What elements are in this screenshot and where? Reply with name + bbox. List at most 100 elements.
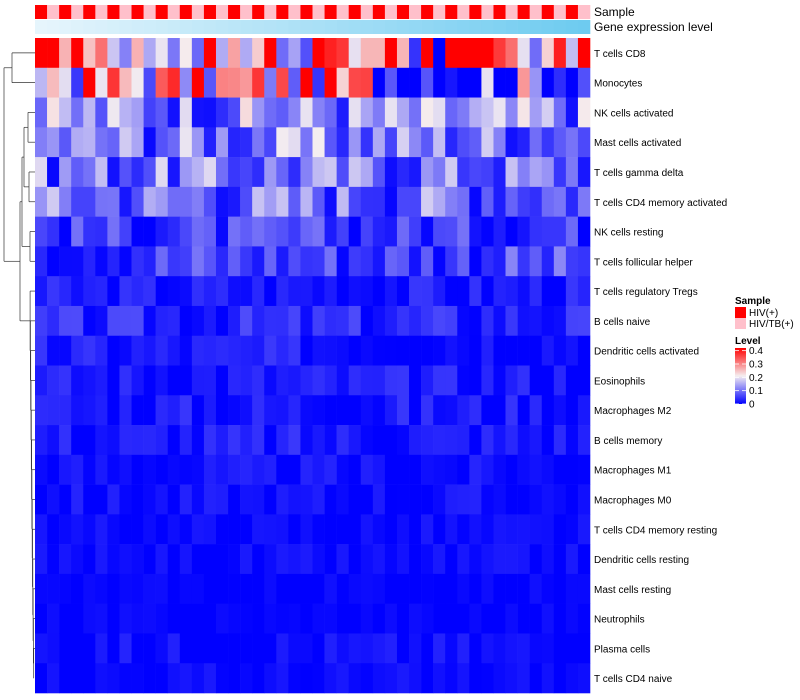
heatmap-cell [517, 157, 530, 188]
heatmap-cell [529, 573, 543, 604]
heatmap-cell [131, 484, 144, 515]
heatmap-cell [409, 395, 422, 426]
heatmap-cell [143, 335, 156, 366]
heatmap-cell [312, 157, 325, 188]
heatmap-cell [107, 127, 120, 158]
heatmap-cell [203, 38, 217, 69]
heatmap-cell [300, 573, 313, 604]
heatmap-cell [396, 97, 410, 128]
heatmap-cell [203, 454, 217, 485]
heatmap-cell [577, 663, 591, 694]
heatmap-cell [131, 365, 144, 396]
heatmap-cell [565, 335, 579, 366]
heatmap-cell [517, 484, 530, 515]
gene-cell [167, 20, 181, 34]
heatmap-cell [372, 186, 386, 217]
heatmap-cell [360, 603, 374, 634]
gene-cell [493, 20, 506, 34]
heatmap-cell [577, 365, 591, 396]
heatmap-cell [276, 127, 289, 158]
sample-cell [131, 5, 144, 19]
heatmap-cell [348, 305, 362, 337]
heatmap-cell [372, 365, 386, 396]
heatmap-cell [276, 454, 289, 485]
heatmap-cell [288, 454, 301, 485]
heatmap-cell [384, 454, 398, 485]
heatmap-cell [228, 305, 241, 337]
heatmap-cell [119, 484, 132, 515]
heatmap-cell [59, 38, 72, 69]
heatmap-cell [252, 484, 265, 515]
heatmap-cell [191, 633, 205, 664]
heatmap-cell [83, 97, 96, 128]
heatmap-cell [553, 305, 567, 337]
heatmap-cell [469, 216, 482, 247]
heatmap-cell [433, 573, 446, 604]
heatmap-cell [107, 67, 120, 98]
heatmap-cell [577, 514, 591, 545]
gene-cell [445, 20, 458, 34]
heatmap-cell [300, 365, 313, 396]
heatmap-cell [505, 157, 518, 188]
heatmap-cell [445, 484, 458, 515]
heatmap-cell [517, 38, 530, 69]
heatmap-cell [119, 216, 132, 247]
heatmap-cell [107, 395, 120, 426]
heatmap-cell [493, 305, 506, 337]
gene-cell [119, 20, 132, 34]
heatmap-cell [384, 127, 398, 158]
heatmap-cell [179, 276, 193, 307]
heatmap-cell [517, 305, 530, 337]
heatmap-cell [505, 514, 518, 545]
heatmap-cell [95, 127, 108, 158]
heatmap-cell [336, 186, 349, 217]
heatmap-cell [264, 663, 277, 694]
heatmap-cell [107, 305, 120, 337]
heatmap-cell [300, 633, 313, 664]
heatmap-cell [203, 67, 217, 98]
heatmap-cell [59, 216, 72, 247]
heatmap-cell [384, 67, 398, 98]
heatmap-cell [553, 573, 567, 604]
heatmap-cell [565, 305, 579, 337]
heatmap-cell [179, 425, 193, 456]
heatmap-cell [95, 186, 108, 217]
heatmap-cell [143, 633, 156, 664]
heatmap-cell [95, 157, 108, 188]
heatmap-cell [59, 514, 72, 545]
heatmap-cell [143, 186, 156, 217]
heatmap-cell [167, 157, 181, 188]
heatmap-cell [312, 573, 325, 604]
heatmap-cell [179, 573, 193, 604]
heatmap-cell [396, 246, 410, 277]
heatmap-cell [360, 365, 374, 396]
gene-cell [215, 20, 229, 34]
heatmap-cell [324, 127, 337, 158]
heatmap-cell [179, 97, 193, 128]
heatmap-cell [493, 663, 506, 694]
heatmap-cell [300, 127, 313, 158]
heatmap-cell [119, 97, 132, 128]
heatmap-cell [71, 335, 84, 366]
heatmap-cell [288, 544, 301, 575]
heatmap-cell [517, 365, 530, 396]
heatmap-cell [396, 395, 410, 426]
gene-cell [457, 20, 470, 34]
heatmap-cell [215, 573, 229, 604]
heatmap-cell [143, 454, 156, 485]
heatmap-cell [276, 97, 289, 128]
heatmap-cell [324, 544, 337, 575]
heatmap-cell [348, 484, 362, 515]
heatmap-cell [457, 514, 470, 545]
heatmap-cell [493, 67, 506, 98]
heatmap-cell [577, 186, 591, 217]
heatmap-cell [83, 276, 96, 307]
heatmap-cell [191, 246, 205, 277]
heatmap-cell [35, 157, 48, 188]
heatmap-cell [119, 425, 132, 456]
gene-cell [409, 20, 422, 34]
heatmap-cell [336, 335, 349, 366]
heatmap-cell [83, 246, 96, 277]
heatmap-cell [264, 97, 277, 128]
heatmap-cell [264, 276, 277, 307]
